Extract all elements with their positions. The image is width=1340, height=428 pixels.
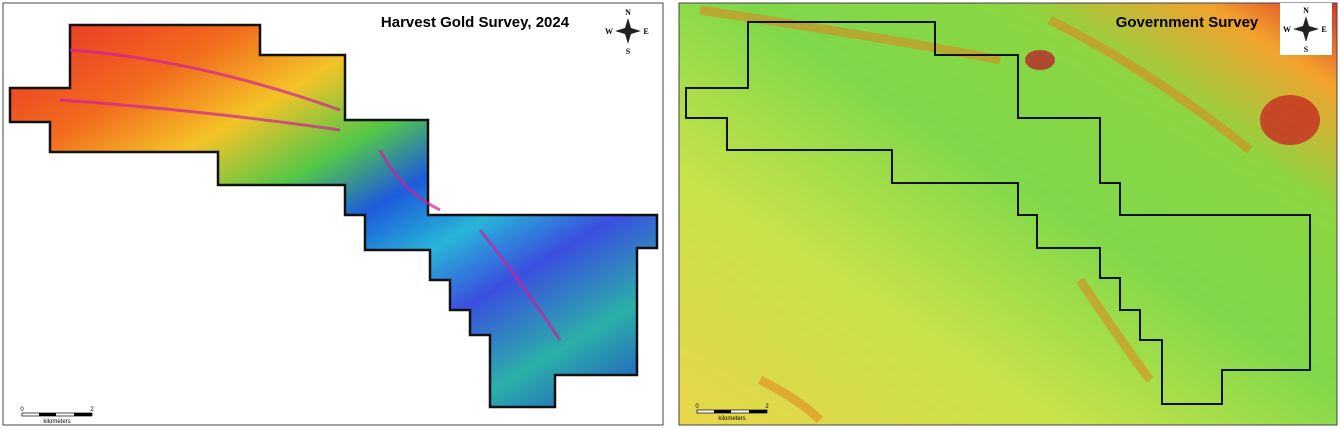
compass-s: S xyxy=(1304,45,1309,54)
anomaly-high xyxy=(1260,95,1320,145)
scale-segment xyxy=(39,413,56,416)
survey-outline xyxy=(685,21,1311,405)
compass-e: E xyxy=(1321,25,1326,34)
scale-start: 0 xyxy=(695,404,699,410)
compass-e: E xyxy=(643,27,648,36)
map-title: Government Survey xyxy=(1116,14,1259,31)
anomaly-streak xyxy=(59,48,562,341)
anomaly-streak xyxy=(699,5,1253,424)
compass-rose xyxy=(1293,16,1319,42)
scale-end: 2 xyxy=(765,404,769,410)
anomaly-high xyxy=(1025,50,1055,70)
left-panel: Harvest Gold Survey, 2024 N E S W 0 2 ki… xyxy=(2,2,664,426)
compass: N E S W xyxy=(1280,3,1332,55)
scale-bar: 0 2 kilometers xyxy=(20,407,94,425)
scale-unit: kilometers xyxy=(718,416,745,422)
right-panel: Government Survey N E S W 0 2 kilometers xyxy=(678,2,1338,426)
scale-segment xyxy=(749,410,767,413)
scale-unit: kilometers xyxy=(43,419,70,425)
scale-segment xyxy=(74,413,92,416)
compass-w: W xyxy=(1283,25,1291,34)
map-title: Harvest Gold Survey, 2024 xyxy=(381,14,570,31)
survey-area xyxy=(8,23,659,409)
scale-bar: 0 2 kilometers xyxy=(695,404,769,422)
compass-s: S xyxy=(626,47,631,56)
compass: N E S W xyxy=(605,8,649,56)
compass-w: W xyxy=(605,27,613,36)
compass-n: N xyxy=(1303,6,1309,15)
scale-segment xyxy=(714,410,731,413)
compass-n: N xyxy=(625,8,631,17)
scale-end: 2 xyxy=(90,407,94,413)
compass-rose xyxy=(615,18,641,44)
scale-start: 0 xyxy=(20,407,24,413)
